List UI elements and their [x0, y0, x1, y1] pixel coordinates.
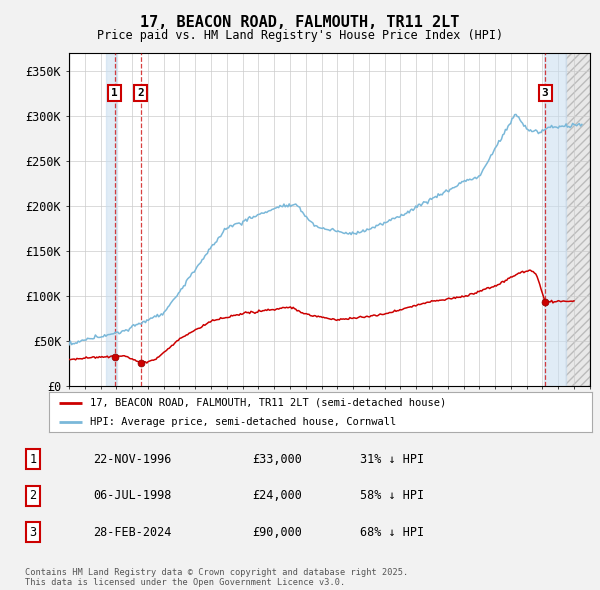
Text: HPI: Average price, semi-detached house, Cornwall: HPI: Average price, semi-detached house,…: [90, 417, 396, 427]
Text: 06-JUL-1998: 06-JUL-1998: [93, 489, 172, 502]
Text: 68% ↓ HPI: 68% ↓ HPI: [360, 526, 424, 539]
Text: 2: 2: [137, 88, 144, 98]
Bar: [69, 53, 70, 386]
Text: 2: 2: [29, 489, 37, 502]
Text: 3: 3: [29, 526, 37, 539]
Bar: [566, 53, 590, 386]
Text: Price paid vs. HM Land Registry's House Price Index (HPI): Price paid vs. HM Land Registry's House …: [97, 29, 503, 42]
Text: 17, BEACON ROAD, FALMOUTH, TR11 2LT: 17, BEACON ROAD, FALMOUTH, TR11 2LT: [140, 15, 460, 30]
Bar: [69, 53, 70, 386]
Text: This data is licensed under the Open Government Licence v3.0.: This data is licensed under the Open Gov…: [25, 578, 346, 587]
Text: £33,000: £33,000: [252, 453, 302, 466]
Text: 28-FEB-2024: 28-FEB-2024: [93, 526, 172, 539]
Text: 58% ↓ HPI: 58% ↓ HPI: [360, 489, 424, 502]
Text: 31% ↓ HPI: 31% ↓ HPI: [360, 453, 424, 466]
Text: 1: 1: [29, 453, 37, 466]
Text: 17, BEACON ROAD, FALMOUTH, TR11 2LT (semi-detached house): 17, BEACON ROAD, FALMOUTH, TR11 2LT (sem…: [90, 398, 446, 408]
Text: 1: 1: [112, 88, 118, 98]
Text: 22-NOV-1996: 22-NOV-1996: [93, 453, 172, 466]
Text: £90,000: £90,000: [252, 526, 302, 539]
Text: £24,000: £24,000: [252, 489, 302, 502]
Text: 3: 3: [542, 88, 548, 98]
Bar: [566, 53, 590, 386]
Bar: [544, 53, 566, 386]
Text: Contains HM Land Registry data © Crown copyright and database right 2025.: Contains HM Land Registry data © Crown c…: [25, 568, 409, 577]
Bar: [106, 53, 117, 386]
